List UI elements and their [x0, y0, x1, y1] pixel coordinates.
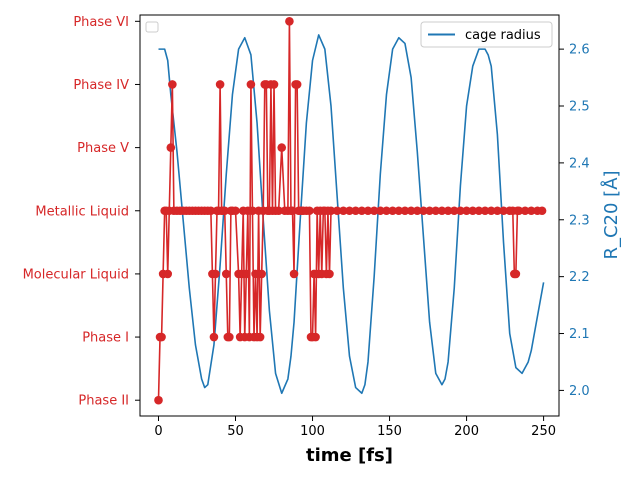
phase-point: [526, 206, 536, 216]
phase-point: [400, 206, 410, 216]
series-layer: [154, 17, 547, 405]
phase-point: [241, 269, 251, 279]
phase-point: [462, 206, 471, 216]
phase-point: [289, 269, 299, 279]
phase-point: [480, 206, 490, 216]
phase-point: [382, 206, 391, 216]
phase-point: [166, 143, 176, 152]
x-tick-label: 0: [154, 424, 162, 439]
series-line-cage-radius: [158, 34, 545, 395]
phase-point: [215, 80, 225, 89]
phase-point: [157, 332, 166, 342]
left-tick-label-metallic-liquid: Metallic Liquid: [35, 204, 129, 219]
phase-point: [231, 206, 240, 216]
legend-label-cage-radius: cage radius: [465, 28, 541, 43]
phase-point: [394, 206, 404, 216]
phase-point: [474, 206, 484, 216]
x-tick-label: 50: [227, 424, 244, 439]
right-tick-label: 2.4: [569, 156, 590, 171]
left-tick-label-phase-ii: Phase II: [78, 394, 129, 409]
phase-point: [248, 206, 257, 216]
phase-point: [285, 17, 294, 26]
left-legend-box: [145, 21, 159, 33]
right-tick-label: 2.5: [569, 100, 590, 115]
phase-point: [332, 206, 342, 216]
right-tick-label: 2.3: [569, 213, 590, 228]
phase-point: [520, 206, 530, 216]
phase-point: [325, 269, 334, 279]
phase-point: [345, 206, 354, 216]
phase-point: [351, 206, 360, 216]
phase-point: [437, 206, 447, 216]
right-tick-label: 2.2: [569, 270, 590, 285]
phase-point: [357, 206, 367, 216]
right-tick-label: 2.0: [569, 384, 590, 399]
left-tick-label-molecular-liquid: Molecular Liquid: [23, 267, 129, 282]
left-tick-label-phase-i: Phase I: [82, 331, 129, 346]
phase-point: [514, 206, 524, 216]
phase-point: [431, 206, 441, 216]
phase-point: [456, 206, 465, 216]
phase-point: [211, 269, 220, 279]
phase-point: [339, 206, 348, 216]
x-tick-label: 200: [454, 424, 479, 439]
phase-point: [168, 80, 177, 89]
x-tick-label: 100: [300, 424, 325, 439]
right-axis-title: R_C20 [Å]: [600, 170, 622, 259]
phase-point: [220, 206, 230, 216]
phase-point: [511, 269, 521, 279]
phase-point: [499, 206, 508, 216]
phase-point: [255, 332, 265, 342]
phase-point: [449, 206, 459, 216]
phase-point: [425, 206, 434, 216]
phase-point: [251, 269, 260, 279]
phase-point: [305, 206, 314, 216]
phase-point: [326, 206, 336, 216]
phase-point: [388, 206, 397, 216]
phase-point: [311, 332, 320, 342]
phase-point: [274, 206, 283, 216]
phase-point: [277, 143, 287, 152]
phase-point: [493, 206, 502, 216]
legend: cage radius: [420, 21, 553, 48]
phase-point: [468, 206, 478, 216]
phase-point: [292, 80, 302, 89]
plot-frame: [139, 14, 560, 417]
phase-point: [288, 206, 297, 216]
phase-point: [406, 206, 416, 216]
phase-point: [486, 206, 496, 216]
phase-point: [363, 206, 373, 216]
left-legend: [145, 21, 159, 33]
phase-point: [163, 269, 173, 279]
phase-point: [376, 206, 385, 216]
right-tick-label: 2.1: [569, 327, 590, 342]
phase-point: [269, 80, 279, 89]
phase-point: [154, 395, 163, 405]
phase-point: [419, 206, 428, 216]
phase-point: [225, 332, 234, 342]
left-tick-label-phase-vi: Phase VI: [73, 15, 129, 30]
phase-point: [369, 206, 379, 216]
phase-point: [443, 206, 453, 216]
x-axis: 0 50 100 150 200 250: [154, 416, 556, 439]
right-tick-label: 2.6: [569, 43, 590, 58]
left-tick-label-phase-v: Phase V: [77, 141, 129, 156]
x-tick-label: 250: [531, 424, 556, 439]
phase-point: [206, 206, 216, 216]
left-tick-label-phase-iv: Phase IV: [73, 78, 129, 93]
x-tick-label: 150: [377, 424, 402, 439]
x-axis-title: time [fs]: [306, 445, 393, 466]
right-axis: 2.0 2.1 2.2 2.3 2.4 2.5 2.6: [559, 43, 590, 399]
phase-point: [221, 269, 231, 279]
phase-point: [257, 269, 266, 279]
phase-point: [209, 332, 219, 342]
left-axis: Phase II Phase I Molecular Liquid Metallic …: [23, 15, 140, 409]
legend-box: [420, 21, 553, 48]
phase-point: [412, 206, 422, 216]
phase-point: [246, 80, 256, 89]
right-axis-title-text: R_C20 [Å]: [600, 170, 622, 259]
phase-point: [537, 206, 547, 216]
